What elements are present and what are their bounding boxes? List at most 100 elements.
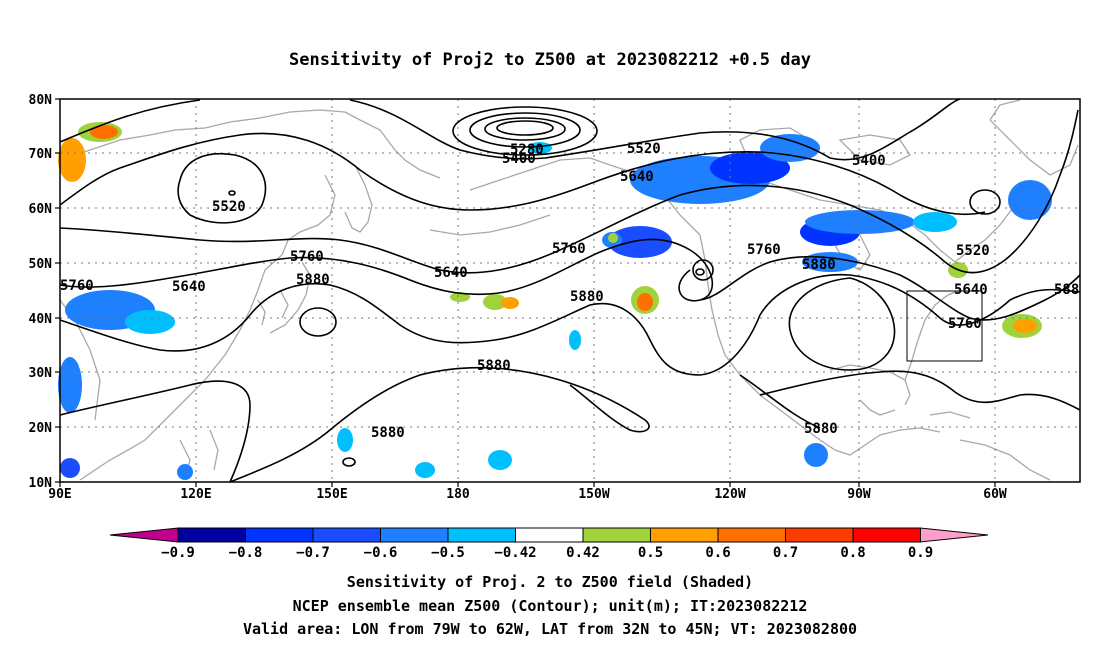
contour-label: 5640 [434,265,468,281]
contour-label: 5640 [954,282,988,298]
contour-label: 5880 [371,425,405,441]
caption-shading: Sensitivity of Proj. 2 to Z500 field (Sh… [346,573,754,591]
shade-neg [60,458,80,478]
shade-neg [608,226,672,258]
colorbar-swatch [245,527,314,543]
shade-pos [501,297,519,309]
shade-pos [90,125,118,139]
contour-label: 5880 [802,257,836,273]
contour-label: 5880 [570,289,604,305]
caption-contour: NCEP ensemble mean Z500 (Contour); unit(… [292,597,808,615]
lon-label: 120W [714,487,745,502]
contour-label: 5760 [290,249,324,265]
lat-label: 30N [29,366,53,381]
contour-label: 5880 [804,421,838,437]
shade-pos [58,138,86,182]
sensitivity-shading [58,122,1052,480]
lon-label: 150W [578,487,609,502]
lat-label: 50N [29,257,53,272]
colorbar-label: 0.9 [908,545,933,561]
shade-neg [805,210,915,234]
colorbar-end-high [919,527,989,543]
shade-neg [760,134,820,162]
contour-label: 5520 [956,243,990,259]
page-title: Sensitivity of Proj2 to Z500 at 20230822… [289,50,811,70]
lon-label: 120E [180,487,211,502]
lon-label: 90E [48,487,71,502]
map-border [59,98,1081,483]
colorbar-label: 0.42 [566,545,600,561]
shade-pos [1013,319,1037,333]
colorbar-end-low [109,527,179,543]
colorbar-label: −0.5 [431,545,465,561]
shade-neg [177,464,193,480]
shade-neg [569,330,581,350]
colorbar-label: 0.5 [638,545,663,561]
colorbar-swatch [380,527,449,543]
contour-label: 5880 [477,358,511,374]
contour-label: 5760 [60,278,94,294]
longitude-labels: 90E 120E 150E 180 150W 120W 90W 60W [48,487,1007,502]
contour-label: 5400 [852,153,886,169]
contour-label: 5640 [620,169,654,185]
colorbar-swatch [515,527,584,543]
shade-pos [637,293,653,311]
contour-label: 5520 [212,199,246,215]
contour-label: 5760 [747,242,781,258]
contour-label: 5760 [552,241,586,257]
shade-neg [415,462,435,478]
lat-label: 70N [29,147,53,162]
shade-neg [58,357,82,413]
colorbar-label: −0.6 [364,545,398,561]
colorbar-label: −0.42 [494,545,536,561]
z500-contours [59,98,1081,483]
shade-neg [488,450,512,470]
lat-lon-grid [60,99,1080,482]
lon-label: 150E [316,487,347,502]
shade-neg [804,443,828,467]
lat-label: 40N [29,312,53,327]
colorbar-label: 0.6 [705,545,730,561]
contour-label: 5640 [172,279,206,295]
colorbar-swatch [447,527,516,543]
colorbar-swatch [312,527,381,543]
colorbar-swatch [717,527,786,543]
shade-neg [1008,180,1052,220]
latitude-labels: 80N 70N 60N 50N 40N 30N 20N 10N [29,93,53,491]
shade-neg [913,212,957,232]
colorbar-swatch [582,527,651,543]
shade-pos [483,294,507,310]
coastlines [59,99,1079,481]
colorbar-swatch [852,527,921,543]
lon-label: 90W [847,487,871,502]
axis-ticks [55,98,996,487]
lat-label: 60N [29,202,53,217]
colorbar-labels: −0.9 −0.8 −0.7 −0.6 −0.5 −0.42 0.42 0.5 0.6 0.7 0.… [161,545,933,561]
colorbar-label: −0.8 [229,545,263,561]
shade-neg [337,428,353,452]
lat-label: 20N [29,421,53,436]
contour-label: 5400 [502,151,536,167]
colorbar-label: −0.9 [161,545,195,561]
contour-label: 588 [1054,282,1079,298]
colorbar-label: 0.7 [773,545,798,561]
valid-area-box [906,290,983,362]
contour-labels: 5280 5400 5400 5520 5520 5520 5640 5640 … [60,141,1079,441]
contour-label: 5280 [510,142,544,158]
colorbar-swatches [177,527,921,543]
lat-label: 10N [29,476,53,491]
lat-label: 80N [29,93,53,108]
colorbar-label: −0.7 [296,545,330,561]
colorbar-swatch [785,527,854,543]
shade-pos [608,233,618,243]
shade-neg [125,310,175,334]
colorbar-swatch [650,527,719,543]
colorbar-label: 0.8 [840,545,865,561]
contour-label: 5520 [627,141,661,157]
colorbar-swatch [177,527,246,543]
contour-label: 5760 [948,316,982,332]
contour-label: 5880 [296,272,330,288]
lon-label: 60W [983,487,1007,502]
